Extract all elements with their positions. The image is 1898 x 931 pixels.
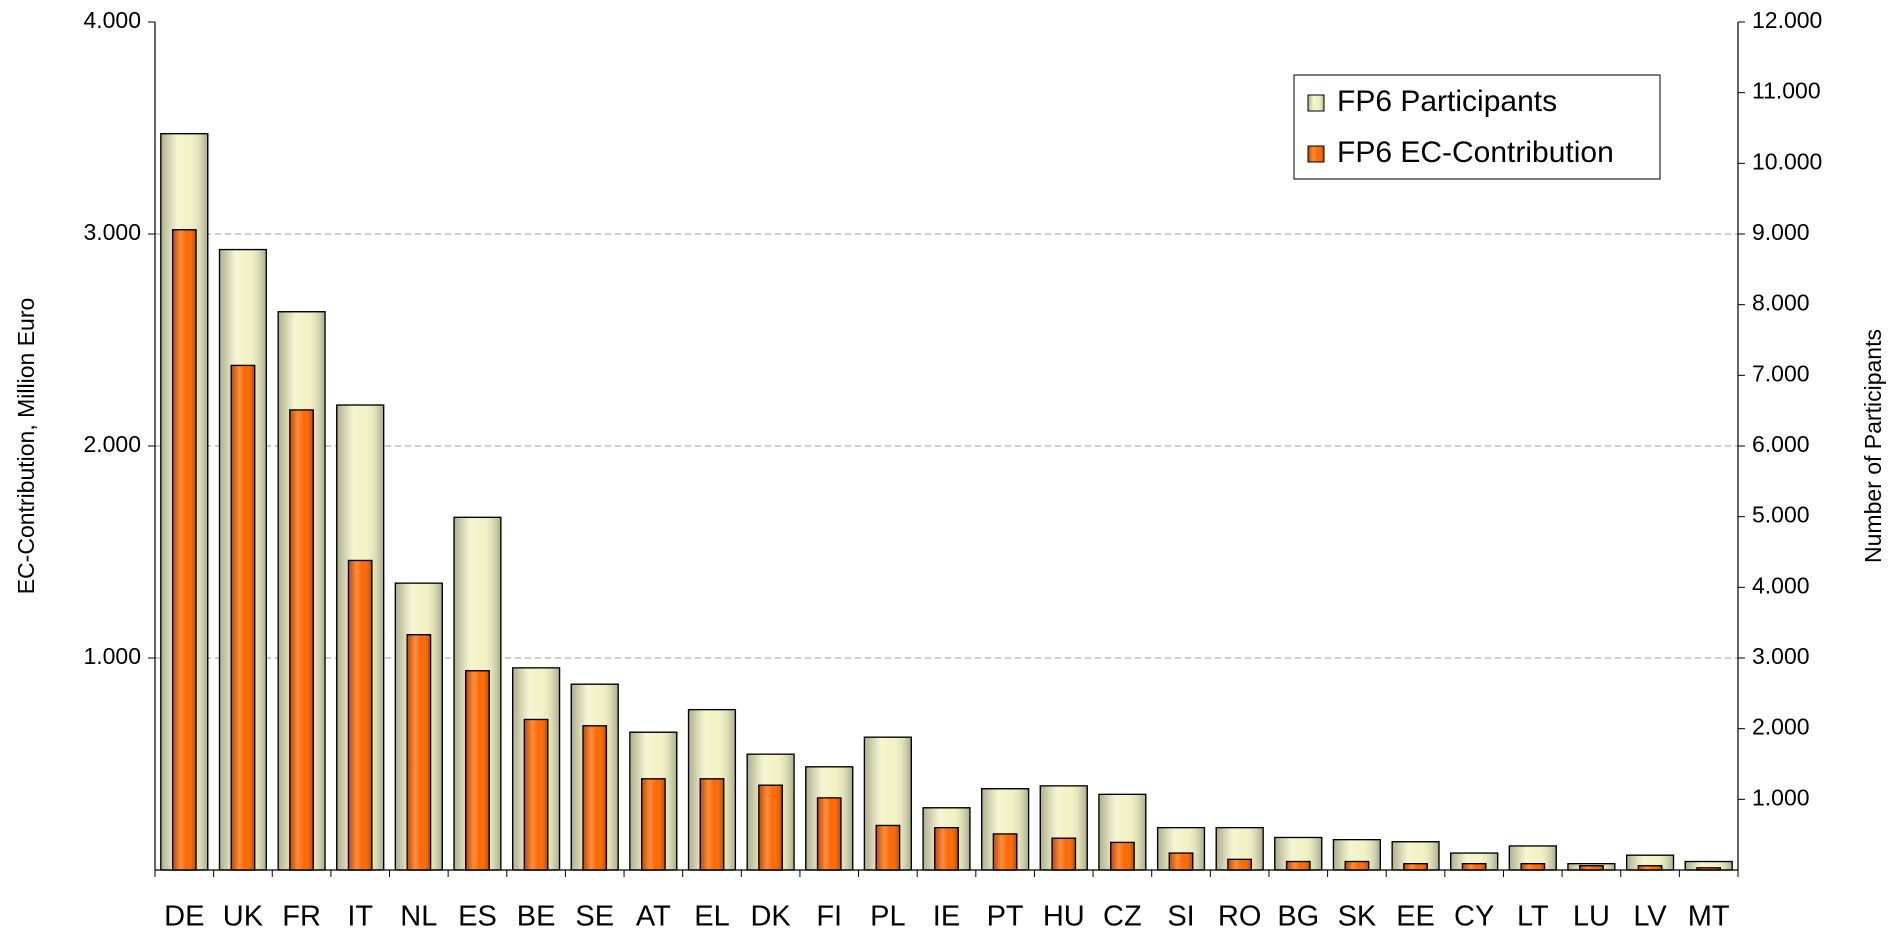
y2-tick-label: 6.000: [1752, 431, 1810, 457]
bar-shading: [171, 229, 197, 871]
x-tick-label: BG: [1277, 901, 1319, 931]
y-tick-label: 1.000: [83, 643, 141, 669]
y2-tick-label: 11.000: [1752, 78, 1821, 104]
x-tick-label: DK: [750, 901, 791, 931]
bar-shading: [1156, 826, 1206, 871]
x-tick-label: FR: [282, 901, 321, 931]
bar-shading: [230, 364, 256, 871]
y-axis-title: EC-Contribution, Million Euro: [13, 298, 39, 595]
bar-shading: [1637, 865, 1663, 871]
y-tick-label: 3.000: [83, 219, 141, 245]
x-tick-label: SI: [1167, 901, 1194, 931]
x-tick-label: CZ: [1103, 901, 1142, 931]
legend-swatch-shading: [1307, 94, 1325, 112]
y2-axis-title: Number of Participants: [1860, 329, 1886, 563]
bar-shading: [289, 409, 314, 871]
y2-tick-label: 10.000: [1752, 148, 1822, 174]
y-tick-label: 4.000: [83, 7, 141, 33]
bar-shading: [465, 670, 490, 871]
bar-shading: [641, 778, 666, 871]
x-tick-label: UK: [223, 901, 264, 931]
y2-tick-label: 2.000: [1752, 714, 1810, 740]
bar-shading: [582, 725, 608, 871]
y2-tick-label: 3.000: [1752, 643, 1810, 669]
x-tick-label: IT: [347, 901, 373, 931]
legend-label: FP6 Participants: [1337, 85, 1557, 118]
x-tick-label: EL: [694, 901, 729, 931]
legend-box: [1293, 74, 1661, 180]
y2-tick-label: 7.000: [1752, 360, 1810, 386]
bar-shading: [875, 824, 901, 871]
y2-tick-label: 1.000: [1752, 784, 1810, 810]
bar-shading: [347, 559, 373, 871]
bar-shading: [1344, 860, 1370, 871]
x-tick-label: LV: [1633, 901, 1667, 931]
bar-shading: [1168, 852, 1194, 871]
bar-shading: [1051, 837, 1077, 871]
bar-shading: [1579, 865, 1604, 871]
x-tick-label: AT: [636, 901, 671, 931]
bar-shading: [1110, 841, 1135, 871]
x-tick-label: DE: [164, 901, 204, 931]
y2-tick-label: 5.000: [1752, 502, 1810, 528]
x-tick-label: LT: [1517, 901, 1549, 931]
x-tick-label: SE: [575, 901, 614, 931]
y-tick-label: 2.000: [83, 431, 141, 457]
bar-shading: [699, 778, 725, 871]
bar-shading: [1274, 836, 1323, 871]
x-tick-label: EE: [1396, 901, 1435, 931]
x-tick-label: ES: [458, 901, 497, 931]
legend: FP6 Participants FP6 EC-Contribution: [1293, 74, 1661, 180]
y2-tick-label: 4.000: [1752, 572, 1810, 598]
x-tick-label: CY: [1454, 901, 1494, 931]
bar-shading: [992, 833, 1018, 871]
y2-tick-label: 8.000: [1752, 290, 1810, 316]
bar-shading: [523, 718, 549, 871]
x-tick-label: PL: [870, 901, 905, 931]
legend-swatch-shading: [1307, 145, 1325, 163]
bar-shading: [816, 797, 842, 871]
x-tick-label: LU: [1573, 901, 1610, 931]
x-tick-label: IE: [933, 901, 960, 931]
bar-shading: [1227, 858, 1252, 871]
bar-shading: [758, 784, 783, 871]
bar-shading: [1285, 860, 1311, 871]
legend-label: FP6 EC-Contribution: [1337, 136, 1614, 169]
x-tick-label: BE: [517, 901, 556, 931]
x-tick-label: SK: [1338, 901, 1377, 931]
bar-shading: [1403, 863, 1428, 871]
x-tick-label: HU: [1043, 901, 1085, 931]
bar-shading: [1520, 863, 1546, 871]
x-tick-label: NL: [400, 901, 437, 931]
y2-tick-label: 9.000: [1752, 219, 1810, 245]
x-tick-label: MT: [1688, 901, 1730, 931]
x-tick-label: PT: [987, 901, 1024, 931]
x-tick-label: FI: [816, 901, 842, 931]
bar-shading: [1461, 863, 1487, 871]
bar-shading: [934, 826, 959, 871]
bar-shading: [406, 634, 432, 871]
y2-tick-label: 12.000: [1752, 7, 1822, 33]
x-tick-label: RO: [1218, 901, 1262, 931]
